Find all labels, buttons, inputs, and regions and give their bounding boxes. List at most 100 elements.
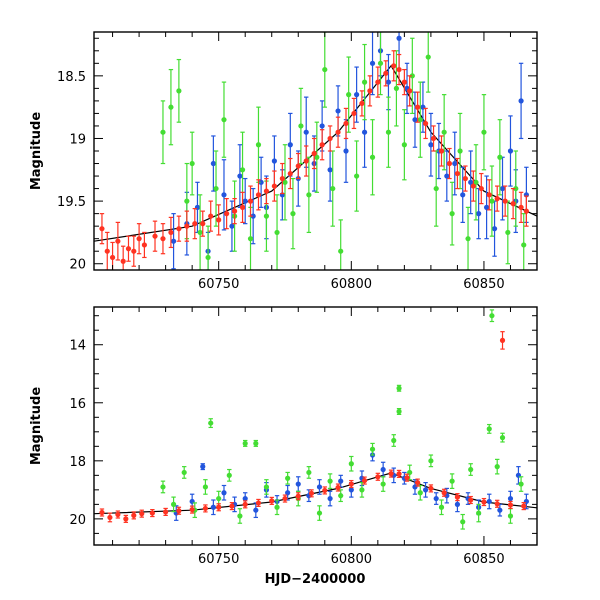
point-marker <box>415 479 421 486</box>
data-point <box>115 221 121 261</box>
point-marker <box>338 493 344 499</box>
point-marker <box>441 490 447 496</box>
point-marker <box>120 258 126 264</box>
point-marker <box>149 510 155 516</box>
point-marker <box>476 211 482 217</box>
point-marker <box>152 233 158 239</box>
point-marker <box>200 221 206 227</box>
point-marker <box>285 490 291 496</box>
data-point <box>354 140 360 212</box>
point-marker <box>470 183 476 189</box>
data-point <box>279 162 285 195</box>
data-point <box>507 500 514 510</box>
data-point <box>136 223 142 255</box>
data-point <box>481 94 487 171</box>
point-marker <box>229 503 235 509</box>
point-marker <box>330 185 336 192</box>
data-point <box>202 479 209 495</box>
point-marker <box>311 150 317 157</box>
point-marker <box>380 481 386 487</box>
data-point <box>473 144 479 221</box>
data-point <box>460 513 466 530</box>
point-marker <box>197 229 203 236</box>
point-marker <box>523 208 529 214</box>
bottom-plot-frame <box>93 306 538 546</box>
point-marker <box>422 487 429 493</box>
data-point <box>319 129 325 161</box>
point-marker <box>104 248 110 254</box>
point-marker <box>380 466 386 473</box>
data-point <box>383 60 389 87</box>
point-marker <box>125 246 132 252</box>
point-marker <box>247 236 254 242</box>
point-marker <box>170 501 177 507</box>
x-tick-label: 60850 <box>463 552 504 567</box>
data-point <box>125 235 132 262</box>
data-point <box>346 56 352 133</box>
point-marker <box>369 154 376 160</box>
top-y-axis-title: Magnitude <box>29 112 44 191</box>
point-marker <box>287 142 293 148</box>
point-marker <box>253 440 259 447</box>
point-marker <box>510 201 516 207</box>
data-point <box>229 200 235 252</box>
point-marker <box>160 484 166 490</box>
y-tick-label: 16 <box>69 397 86 412</box>
data-point <box>335 483 341 492</box>
point-marker <box>396 66 402 73</box>
point-marker <box>486 192 492 198</box>
data-point <box>505 200 511 265</box>
point-marker <box>285 475 291 481</box>
point-marker <box>290 211 296 217</box>
point-marker <box>449 478 455 484</box>
data-point <box>229 502 235 511</box>
data-point <box>141 231 148 259</box>
data-point <box>210 499 216 516</box>
data-point <box>375 66 381 98</box>
data-point <box>449 181 455 246</box>
point-marker <box>271 183 277 189</box>
point-marker <box>507 148 514 154</box>
data-point <box>454 493 461 502</box>
point-marker <box>258 179 264 185</box>
point-marker <box>412 117 418 123</box>
point-marker <box>518 481 524 487</box>
point-marker <box>160 236 166 242</box>
point-marker <box>170 238 177 244</box>
data-point <box>285 471 291 485</box>
data-point <box>237 508 243 524</box>
data-point <box>271 170 277 202</box>
point-marker <box>385 129 392 135</box>
data-point <box>160 223 166 255</box>
point-marker <box>521 503 527 509</box>
data-point <box>476 503 482 523</box>
point-marker <box>361 477 368 484</box>
point-marker <box>483 204 490 210</box>
data-point <box>521 502 527 511</box>
point-marker <box>139 511 145 517</box>
point-marker <box>462 175 468 182</box>
point-marker <box>192 221 198 227</box>
point-marker <box>306 192 312 198</box>
point-marker <box>369 446 376 452</box>
point-marker <box>327 167 333 173</box>
point-marker <box>327 495 333 502</box>
point-marker <box>141 242 148 248</box>
data-point <box>253 439 259 447</box>
data-point <box>184 210 190 242</box>
data-point <box>269 496 275 505</box>
point-marker <box>388 471 394 477</box>
point-marker <box>361 79 368 85</box>
data-point <box>255 106 262 183</box>
data-point <box>200 210 206 237</box>
point-marker <box>494 501 500 507</box>
point-marker <box>343 120 349 127</box>
data-point <box>221 81 227 158</box>
point-marker <box>247 198 254 204</box>
data-point <box>343 107 349 140</box>
point-marker <box>391 63 397 69</box>
data-point <box>361 43 368 121</box>
data-point <box>391 434 397 447</box>
data-point <box>216 204 222 236</box>
data-point <box>306 466 312 479</box>
